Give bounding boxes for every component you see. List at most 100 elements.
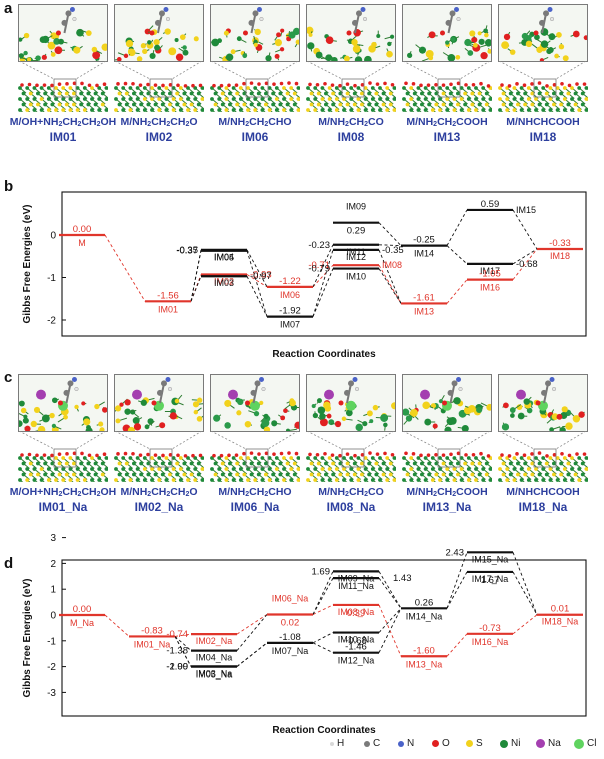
energy-value-label: -0.71 (308, 260, 330, 271)
connector-line (312, 642, 334, 654)
atom-dot-icon (364, 740, 370, 747)
energy-value-label: -1.08 (279, 632, 301, 643)
structure-id: IM02_Na (134, 500, 184, 514)
structure-zoom-image (498, 4, 588, 62)
slab-image (306, 448, 396, 482)
structure-formula: M/OH+NH2CH2CH2OH (9, 116, 117, 128)
connector-line (446, 633, 468, 657)
zoom-connector (210, 431, 299, 450)
connector-line (378, 222, 402, 246)
energy-value-label: 1.43 (393, 573, 412, 584)
structure-formula: M/NH2CH2COOH (406, 116, 488, 128)
slab-image (402, 78, 492, 112)
energy-value-label: -0.23 (308, 240, 330, 251)
connector-line (312, 244, 334, 288)
connector-line (446, 571, 468, 609)
connector-line (104, 614, 130, 637)
state-name-label: IM12 (346, 252, 366, 262)
state-name-label: IM13_Na (406, 659, 443, 669)
structure-formula: M/NHCHCOOH (506, 486, 580, 498)
connector-line (446, 245, 468, 265)
legend-label: N (407, 738, 415, 749)
energy-value-label: -1.61 (413, 292, 435, 303)
energy-value-label: 2.43 (446, 547, 465, 558)
y-tick-label: 1 (50, 585, 56, 596)
structure-formula: M/NH2CH2CHO (218, 116, 292, 128)
connector-line (378, 268, 402, 304)
state-name-label: M_Na (70, 618, 94, 628)
structure-zoom-image (210, 4, 300, 62)
energy-value-label: -0.35 (176, 245, 198, 256)
legend-label: Ni (511, 738, 521, 749)
structure-id: IM13_Na (422, 500, 472, 514)
energy-value-label: -0.35 (382, 245, 404, 256)
connector-line (312, 264, 334, 288)
state-name-label: IM04_Na (196, 653, 233, 663)
y-tick-label: 3 (50, 533, 56, 544)
zoom-connector (306, 61, 395, 80)
connector-line (174, 636, 192, 667)
zoom-connector (18, 431, 107, 450)
zoom-connector (114, 61, 203, 80)
zoom-connector (402, 61, 491, 80)
connector-line (236, 614, 268, 635)
energy-value-label: 0.59 (481, 199, 500, 210)
structure-zoom-image (114, 4, 204, 62)
energy-value-label: -1.22 (279, 276, 301, 287)
structure-id: IM06_Na (230, 500, 280, 514)
slab-image (402, 448, 492, 482)
energy-value-label: 0.00 (73, 604, 92, 615)
legend-label: C (373, 738, 381, 749)
state-name-label: IM15_Na (472, 554, 509, 564)
state-name-label: IM10 (346, 272, 366, 282)
panel-label-d: d (4, 555, 14, 572)
state-name-label: IM14 (414, 249, 434, 259)
energy-value-label: -0.83 (141, 625, 163, 636)
panel-label-c: c (4, 369, 13, 386)
atom-dot-icon (536, 739, 545, 748)
y-tick-label: 2 (50, 559, 56, 570)
connector-line (190, 274, 202, 302)
connector-line (246, 276, 268, 317)
legend-item-c: C (364, 738, 380, 754)
atom-dot-icon (500, 739, 508, 748)
connector-line (512, 248, 538, 265)
state-name-label: IM17 (480, 266, 500, 276)
energy-value-label: -0.33 (549, 238, 571, 249)
energy-value-label: -0.73 (479, 623, 501, 634)
slab-image (210, 78, 300, 112)
energy-value-label: -0.93 (250, 270, 272, 281)
energy-value-label: 0.01 (551, 604, 570, 615)
connector-line (512, 614, 538, 635)
structure-formula: M/NH2CH2CH2O (120, 486, 198, 498)
energy-value-label: -0.25 (413, 235, 435, 246)
connector-line (378, 608, 402, 653)
slab-image (114, 448, 204, 482)
structure-id: IM18 (529, 130, 557, 144)
structure-zoom-image (114, 374, 204, 432)
slab-image (18, 78, 108, 112)
connector-line (190, 276, 202, 302)
y-tick-label: -3 (47, 688, 56, 699)
structure-zoom-image (210, 374, 300, 432)
atom-dot-icon (574, 738, 584, 749)
structure-formula: M/NH2CH2CHO (218, 486, 292, 498)
state-name-label: IM15 (516, 205, 536, 215)
state-name-label: IM16 (480, 283, 500, 293)
state-name-label: IM08 (382, 260, 402, 270)
state-name-label: IM18_Na (542, 617, 579, 627)
connector-line (236, 642, 268, 667)
zoom-connector (18, 61, 107, 80)
connector-line (246, 250, 268, 317)
energy-value-label: -0.74 (166, 629, 188, 640)
connector-line (246, 274, 268, 288)
state-name-label: IM09 (346, 202, 366, 212)
energy-chart-d: 3 2 1 0 -1 -2 -3 Gibbs Free Energies (eV) Reacti… (22, 533, 587, 736)
connector-line (378, 571, 402, 609)
connector-line (378, 264, 402, 304)
energy-value-label: -0.68 (516, 259, 538, 270)
connector-line (446, 279, 468, 304)
zoom-connector (498, 431, 587, 450)
connector-line (312, 571, 334, 615)
legend-label: H (337, 738, 345, 749)
